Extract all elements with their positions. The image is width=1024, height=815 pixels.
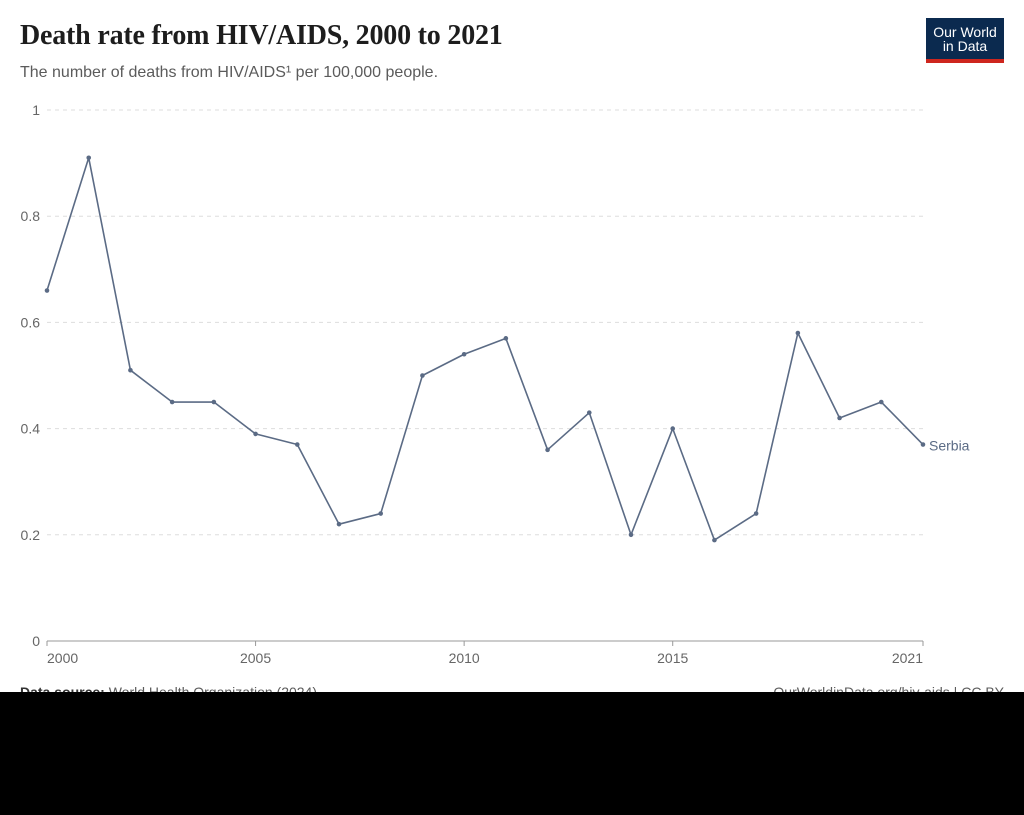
x-tick-label: 2021 [892,650,923,666]
data-point[interactable] [420,373,425,378]
data-point[interactable] [878,399,884,405]
tick-labels: 0 0.2 0.4 0.6 0.8 1 2000 2005 2010 2015 2021 [21,102,924,666]
data-point[interactable] [586,410,592,415]
data-point[interactable] [378,511,384,516]
data-point[interactable] [211,399,217,405]
data-point[interactable] [128,367,133,373]
data-point[interactable] [169,399,175,405]
data-point[interactable] [670,426,676,431]
y-tick-label: 0 [32,633,40,649]
data-point[interactable] [795,330,801,336]
x-tick-label: 2015 [657,650,688,666]
x-axis [46,640,924,646]
data-point[interactable] [253,431,258,437]
data-point[interactable] [712,537,717,543]
x-tick-label: 2010 [449,650,480,666]
y-tick-label: 0.6 [21,314,41,330]
x-tick-label: 2005 [240,650,271,666]
y-tick-label: 0.4 [21,421,41,437]
logo-line-1: Our World [933,23,997,40]
data-point[interactable] [294,442,300,447]
data-point[interactable] [336,521,342,527]
redacted-region [0,692,1024,815]
series-line-serbia [46,156,924,541]
data-point[interactable] [86,155,92,161]
grid-lines [47,109,923,536]
data-point[interactable] [837,415,842,421]
line-chart: Serbia 0 0.2 0.4 0.6 0.8 1 2000 2005 2010 2015 202… [21,102,970,666]
chart-subtitle: The number of deaths from HIV/AIDS¹ per … [20,64,439,81]
x-tick-label: 2000 [47,650,78,666]
chart-title: Death rate from HIV/AIDS, 2000 to 2021 [20,20,503,51]
data-point[interactable] [920,442,926,447]
data-point[interactable] [628,532,634,538]
series-label: Serbia [929,438,970,454]
y-tick-label: 0.2 [21,527,41,543]
y-tick-label: 1 [32,102,40,118]
owid-logo[interactable]: Our World in Data [926,18,1004,63]
y-tick-label: 0.8 [21,208,41,224]
series-group: Serbia [44,155,970,543]
data-point[interactable] [461,351,467,357]
data-point[interactable] [753,511,759,516]
data-point[interactable] [503,336,509,341]
data-point[interactable] [44,288,50,293]
logo-line-2: in Data [942,37,988,54]
data-point[interactable] [545,447,550,453]
